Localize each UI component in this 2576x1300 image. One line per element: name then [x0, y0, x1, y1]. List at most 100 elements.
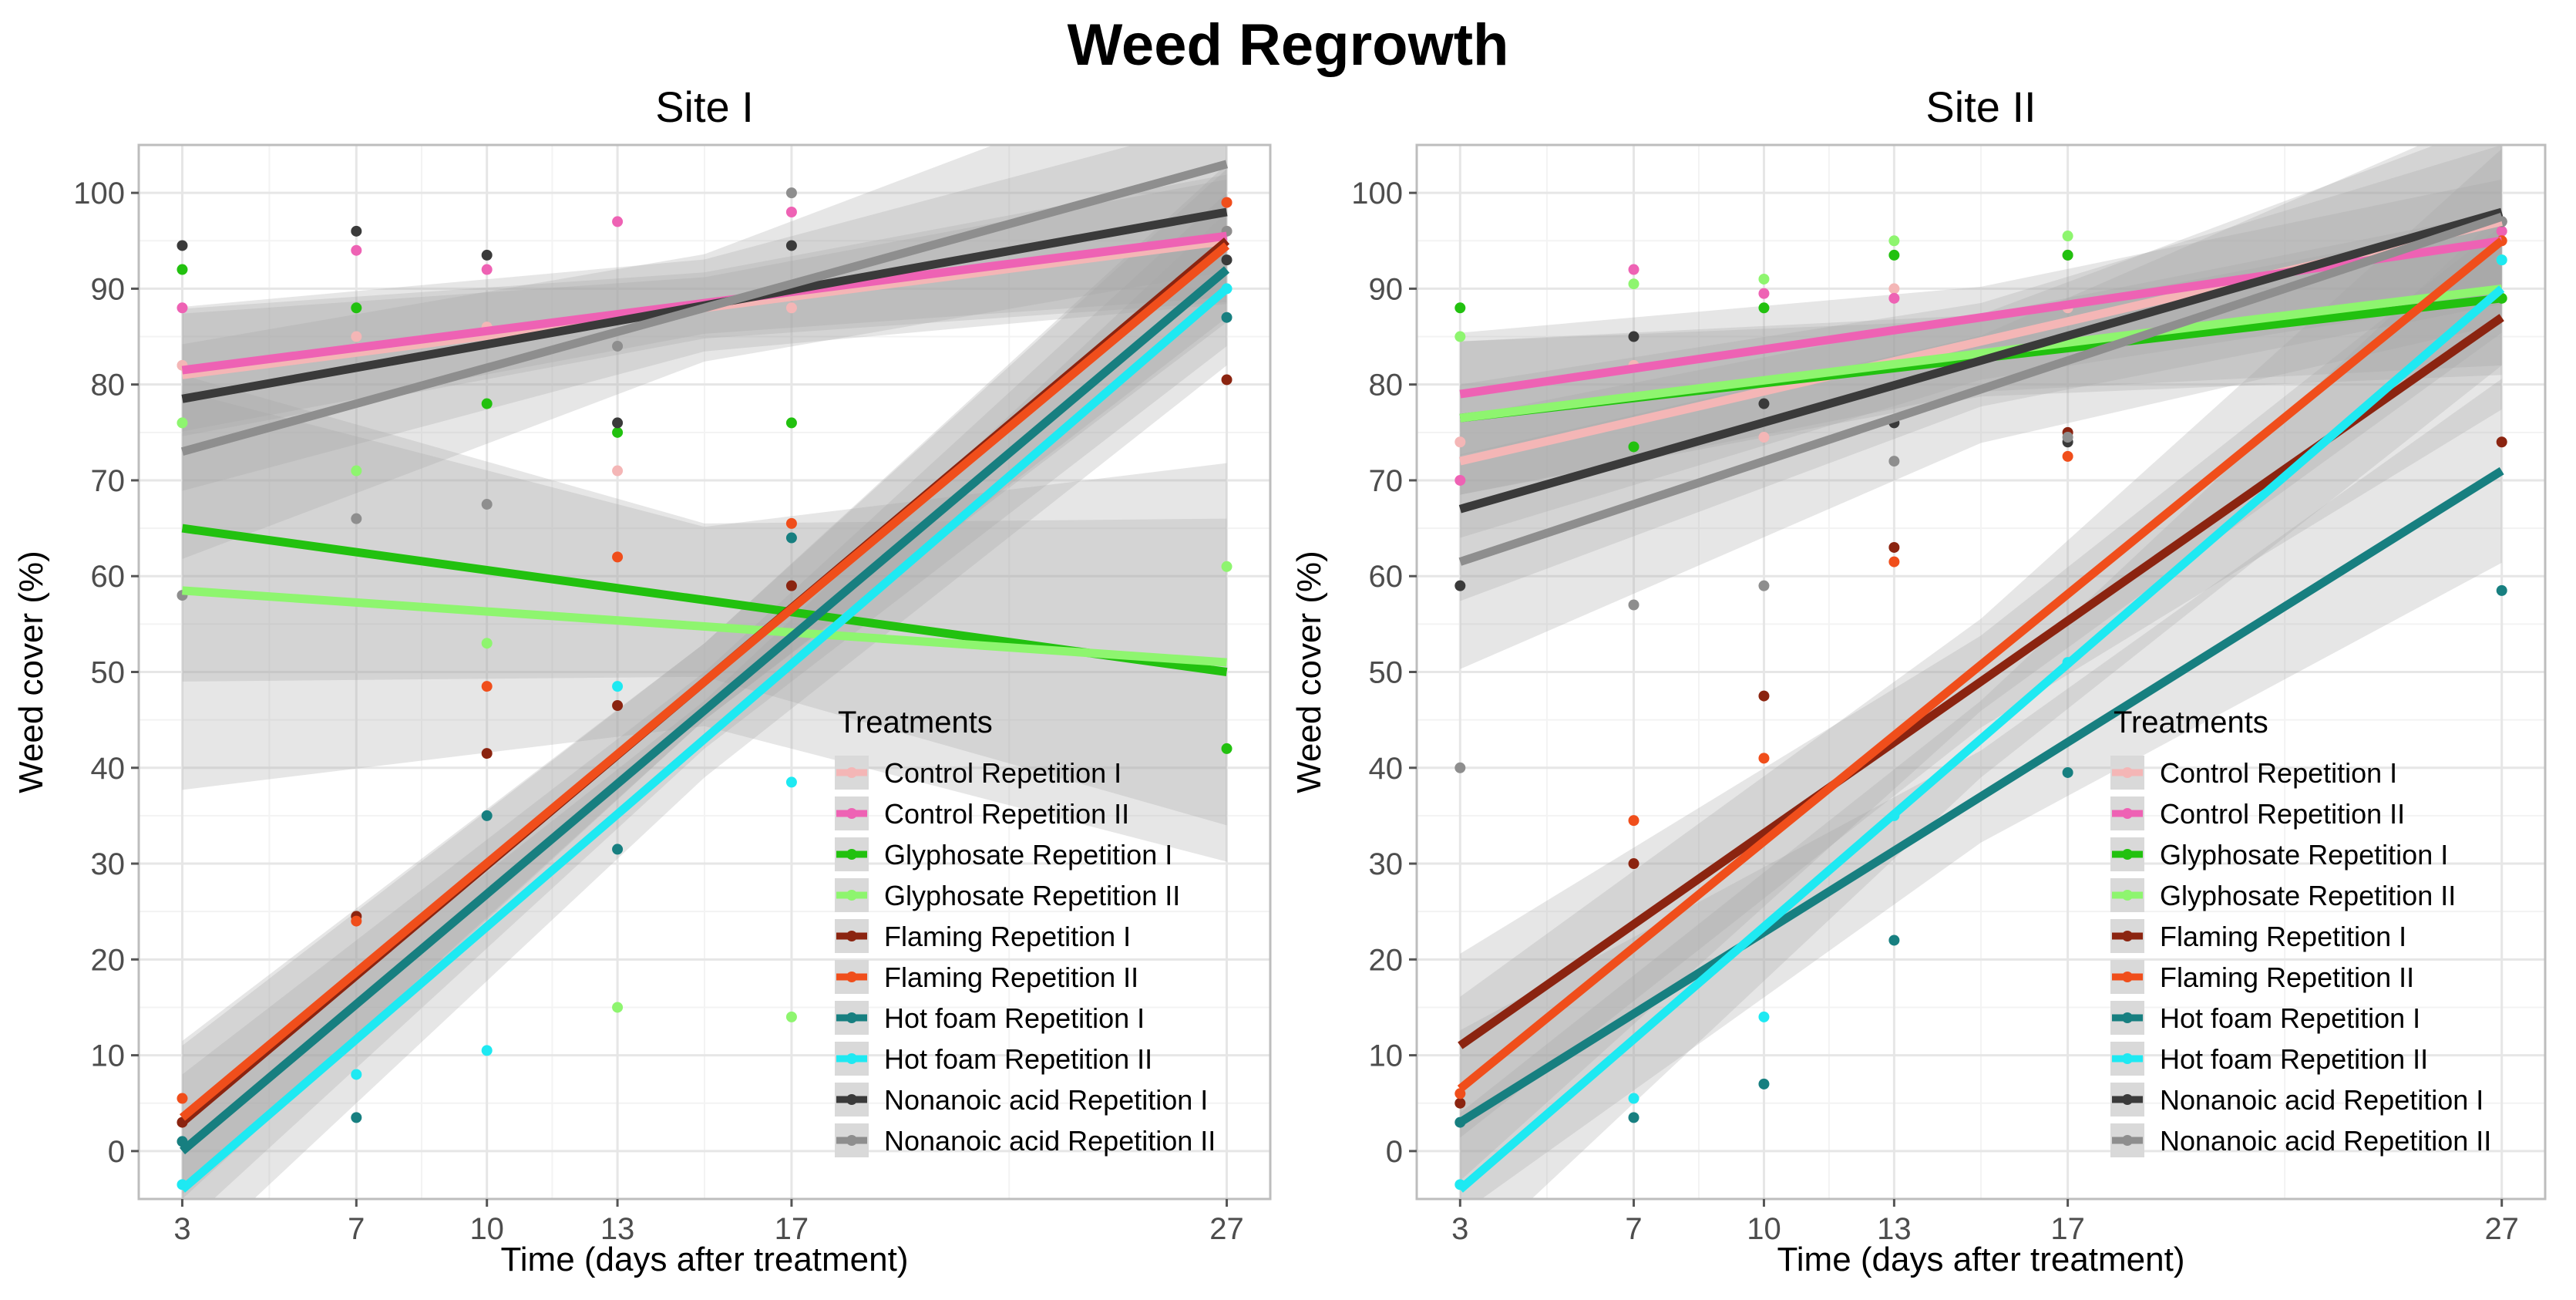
y-tick-label: 60 [91, 560, 126, 594]
x-tick-label: 27 [2484, 1212, 2519, 1246]
legend-item: Hot foam Repetition I [2110, 1001, 2420, 1035]
legend-key-point [2122, 890, 2133, 901]
legend-key-point [846, 1053, 857, 1064]
data-point [177, 1093, 188, 1104]
data-point [1454, 474, 1466, 486]
y-tick-label: 100 [1351, 177, 1403, 210]
y-tick-label: 90 [1369, 272, 1404, 306]
legend-label: Flaming Repetition I [884, 921, 1131, 952]
y-tick-label: 40 [91, 752, 126, 786]
legend-key-point [846, 1135, 857, 1146]
legend-key-point [2122, 767, 2133, 778]
legend-item: Nonanoic acid Repetition I [835, 1083, 1208, 1116]
legend-key-point [2122, 849, 2133, 860]
confidence-band [1460, 145, 2502, 601]
y-tick-label: 80 [1369, 369, 1404, 402]
x-tick-label: 10 [469, 1212, 504, 1246]
y-tick-label: 50 [1369, 656, 1404, 690]
plot-area [1454, 145, 2507, 1199]
data-point [785, 532, 797, 544]
data-point [1758, 273, 1770, 285]
data-point [1758, 432, 1770, 443]
x-tick-label: 17 [2050, 1212, 2085, 1246]
data-point [481, 1045, 493, 1056]
data-point [1221, 197, 1233, 208]
data-point [1628, 599, 1639, 611]
data-point [785, 417, 797, 429]
data-point [2496, 584, 2507, 596]
y-tick-label: 0 [108, 1135, 125, 1169]
legend-item: Control Repetition I [2110, 756, 2397, 790]
data-point [1758, 398, 1770, 409]
legend-label: Hot foam Repetition I [2160, 1002, 2420, 1034]
x-tick-label: 27 [1209, 1212, 1244, 1246]
legend-label: Nonanoic acid Repetition II [884, 1125, 1216, 1157]
legend-title: Treatments [838, 706, 993, 739]
data-point [481, 499, 493, 510]
data-point [2496, 225, 2507, 237]
legend-label: Hot foam Repetition II [2160, 1043, 2428, 1075]
legend-item: Control Repetition II [835, 797, 1129, 830]
data-point [2496, 436, 2507, 448]
data-point [785, 302, 797, 314]
legend-label: Glyphosate Repetition II [2160, 880, 2456, 911]
x-tick-label: 13 [600, 1212, 635, 1246]
data-point [2062, 249, 2073, 261]
panel-site-1: 0 10 20 30 40 50 60 70 80 90 100 3 7 10 13 17 27 Site I Ti… [12, 83, 1272, 1278]
data-point [1888, 249, 1900, 261]
legend-key-point [2122, 1094, 2133, 1105]
data-point [351, 1112, 362, 1123]
data-point [351, 465, 362, 477]
data-point [1628, 441, 1639, 453]
legend-key-point [846, 890, 857, 901]
legend: Treatments Control Repetition I Control Re… [835, 706, 1216, 1157]
y-tick-label: 10 [91, 1039, 126, 1073]
legend-label: Flaming Repetition II [2160, 962, 2414, 993]
data-point [1221, 374, 1233, 386]
data-point [2062, 766, 2073, 778]
y-tick-label: 40 [1369, 752, 1404, 786]
legend-item: Nonanoic acid Repetition I [2110, 1083, 2484, 1116]
legend-label: Nonanoic acid Repetition I [884, 1084, 1208, 1116]
data-point [1454, 762, 1466, 773]
data-point [785, 187, 797, 199]
data-point [785, 517, 797, 529]
data-point [481, 810, 493, 821]
y-tick-label: 0 [1386, 1135, 1403, 1169]
data-point [785, 776, 797, 788]
legend-item: Flaming Repetition II [835, 960, 1138, 994]
x-tick-label: 3 [173, 1212, 190, 1246]
legend-item: Flaming Repetition I [2110, 919, 2406, 953]
legend-item: Nonanoic acid Repetition II [835, 1123, 1216, 1157]
legend-item: Flaming Repetition I [835, 919, 1131, 953]
legend-item: Hot foam Repetition I [835, 1001, 1145, 1035]
x-tick-label: 17 [775, 1212, 809, 1246]
fit-line [179, 266, 1230, 1155]
legend-label: Glyphosate Repetition I [884, 839, 1172, 871]
x-tick-label: 10 [1747, 1212, 1781, 1246]
y-tick-label: 100 [73, 177, 125, 210]
legend-item: Control Repetition II [2110, 797, 2405, 830]
data-point [1888, 283, 1900, 295]
data-point [2062, 432, 2073, 443]
confidence-band [1460, 379, 2502, 1199]
data-point [1454, 436, 1466, 448]
data-point [2062, 450, 2073, 462]
data-point [612, 1002, 624, 1013]
data-point [1888, 541, 1900, 553]
fit-line [1458, 466, 2504, 1127]
fit-line [1457, 237, 2505, 1093]
y-tick-label: 90 [91, 272, 126, 306]
legend-item: Glyphosate Repetition I [835, 837, 1172, 871]
x-axis-label: Time (days after treatment) [501, 1241, 909, 1278]
data-point [1454, 331, 1466, 342]
data-point [785, 240, 797, 251]
data-point [785, 206, 797, 217]
panel-site-2: 0 10 20 30 40 50 60 70 80 90 100 3 7 10 13 17 27 Site II T… [1290, 83, 2547, 1278]
data-point [785, 580, 797, 591]
data-point [177, 264, 188, 275]
data-point [1628, 331, 1639, 342]
legend-item: Glyphosate Repetition II [2110, 878, 2456, 912]
x-tick-label: 7 [348, 1212, 365, 1246]
y-tick-label: 50 [91, 656, 126, 690]
